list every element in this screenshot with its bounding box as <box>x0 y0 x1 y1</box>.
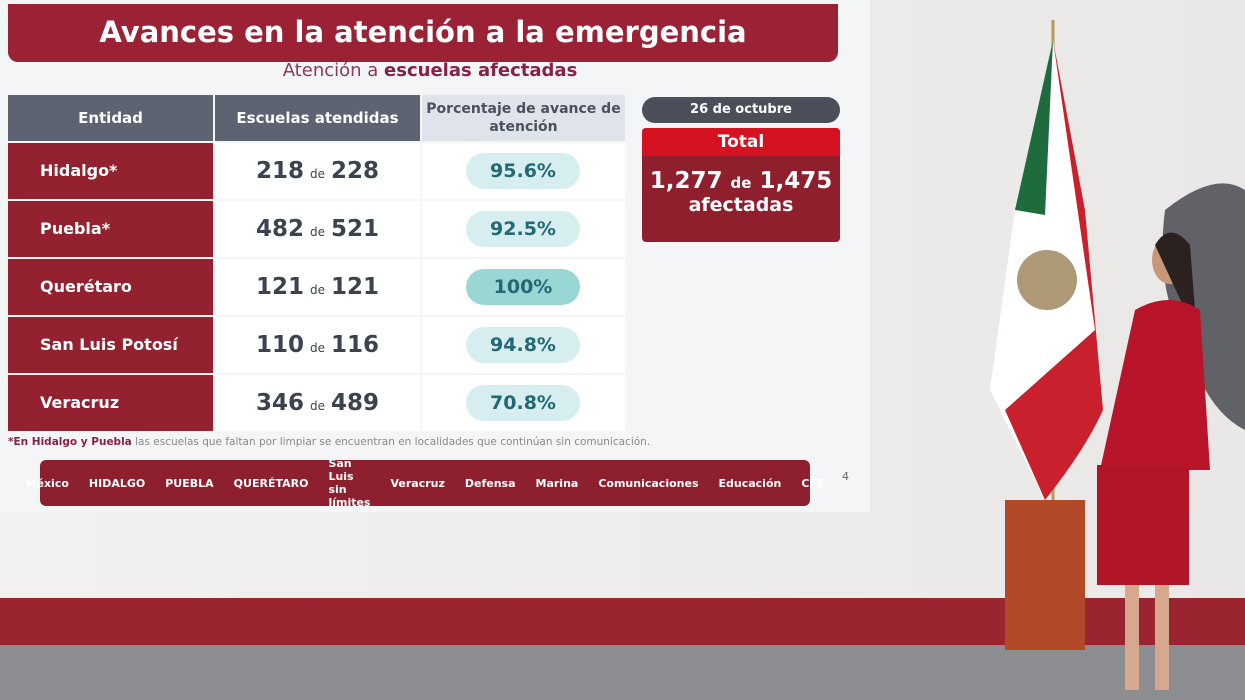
escuelas-cell: 121 de 121 <box>215 259 420 315</box>
percent-badge: 70.8% <box>466 385 580 421</box>
total-value: 521 <box>331 216 380 242</box>
table-row: San Luis Potosí 110 de 116 94.8% <box>8 317 625 373</box>
logo-2: PUEBLA <box>165 476 214 490</box>
footnote-bold: *En Hidalgo y Puebla <box>8 436 132 448</box>
logo-9: Educación <box>718 476 782 490</box>
total-de: de <box>730 174 752 192</box>
date-badge: 26 de octubre <box>642 97 840 123</box>
atendidas-value: 346 <box>255 390 304 416</box>
entidad-cell: San Luis Potosí <box>8 317 213 373</box>
total-value: 121 <box>331 274 380 300</box>
header-porcentaje: Porcentaje de avance de atención <box>422 95 625 141</box>
page-number: 4 <box>842 470 849 483</box>
floor <box>0 645 1245 700</box>
de-label: de <box>310 399 325 413</box>
table-row: Puebla* 482 de 521 92.5% <box>8 201 625 257</box>
escuelas-cell: 482 de 521 <box>215 201 420 257</box>
percent-badge: 95.6% <box>466 153 580 189</box>
logo-bar: México HIDALGO PUEBLA QUERÉTARO San Luis sin… <box>26 457 825 509</box>
total-done: 1,277 <box>649 168 723 194</box>
subtitle-text: Atención a <box>282 60 379 81</box>
atendidas-value: 218 <box>255 158 304 184</box>
total-value: 228 <box>331 158 380 184</box>
person-jacket <box>1100 300 1210 470</box>
logo-5: Veracruz <box>390 476 445 490</box>
porcentaje-cell: 100% <box>422 259 625 315</box>
logo-1: HIDALGO <box>88 476 146 490</box>
logo-4: San Luis sin límites <box>328 457 371 509</box>
total-label: Total <box>642 128 840 156</box>
footnote: *En Hidalgo y Puebla las escuelas que fa… <box>8 436 650 448</box>
porcentaje-cell: 94.8% <box>422 317 625 373</box>
slide-subtitle: Atención a escuelas afectadas <box>0 60 860 81</box>
header-entidad: Entidad <box>8 95 213 141</box>
stage-scene <box>990 20 1245 690</box>
percent-badge: 94.8% <box>466 327 580 363</box>
entidad-cell: Querétaro <box>8 259 213 315</box>
atendidas-value: 110 <box>255 332 304 358</box>
flag-emblem <box>1017 250 1077 310</box>
subtitle-bold: escuelas afectadas <box>384 60 578 81</box>
total-card: Total 1,277 de 1,475 afectadas <box>642 128 840 242</box>
flag-base <box>1005 500 1085 650</box>
slide-title: Avances en la atención a la emergencia <box>8 4 838 62</box>
entidad-cell: Hidalgo* <box>8 143 213 199</box>
porcentaje-cell: 95.6% <box>422 143 625 199</box>
logo-6: Defensa <box>464 476 516 490</box>
header-escuelas: Escuelas atendidas <box>215 95 420 141</box>
logo-10: CFE <box>801 476 825 490</box>
porcentaje-cell: 92.5% <box>422 201 625 257</box>
atendidas-value: 121 <box>255 274 304 300</box>
presentation-screen: Avances en la atención a la emergencia A… <box>0 0 870 512</box>
percent-badge: 92.5% <box>466 211 580 247</box>
entidad-cell: Veracruz <box>8 375 213 431</box>
percent-badge: 100% <box>466 269 580 305</box>
table-row: Hidalgo* 218 de 228 95.6% <box>8 143 625 199</box>
logo-7: Marina <box>535 476 579 490</box>
table-row: Querétaro 121 de 121 100% <box>8 259 625 315</box>
escuelas-cell: 218 de 228 <box>215 143 420 199</box>
total-value: 116 <box>331 332 380 358</box>
escuelas-cell: 110 de 116 <box>215 317 420 373</box>
entidad-cell: Puebla* <box>8 201 213 257</box>
total-value: 1,277 de 1,475 <box>642 168 840 194</box>
de-label: de <box>310 167 325 181</box>
porcentaje-cell: 70.8% <box>422 375 625 431</box>
de-label: de <box>310 225 325 239</box>
logo-3: QUERÉTARO <box>233 476 309 490</box>
total-suffix: afectadas <box>688 194 794 216</box>
person-skirt <box>1097 465 1189 585</box>
de-label: de <box>310 341 325 355</box>
escuelas-cell: 346 de 489 <box>215 375 420 431</box>
total-value: 489 <box>331 390 380 416</box>
logo-0: México <box>25 476 69 490</box>
atendidas-value: 482 <box>255 216 304 242</box>
de-label: de <box>310 283 325 297</box>
total-all: 1,475 <box>759 168 833 194</box>
footnote-text: las escuelas que faltan por limpiar se e… <box>131 436 651 448</box>
logo-8: Comunicaciones <box>598 476 699 490</box>
table-row: Veracruz 346 de 489 70.8% <box>8 375 625 431</box>
